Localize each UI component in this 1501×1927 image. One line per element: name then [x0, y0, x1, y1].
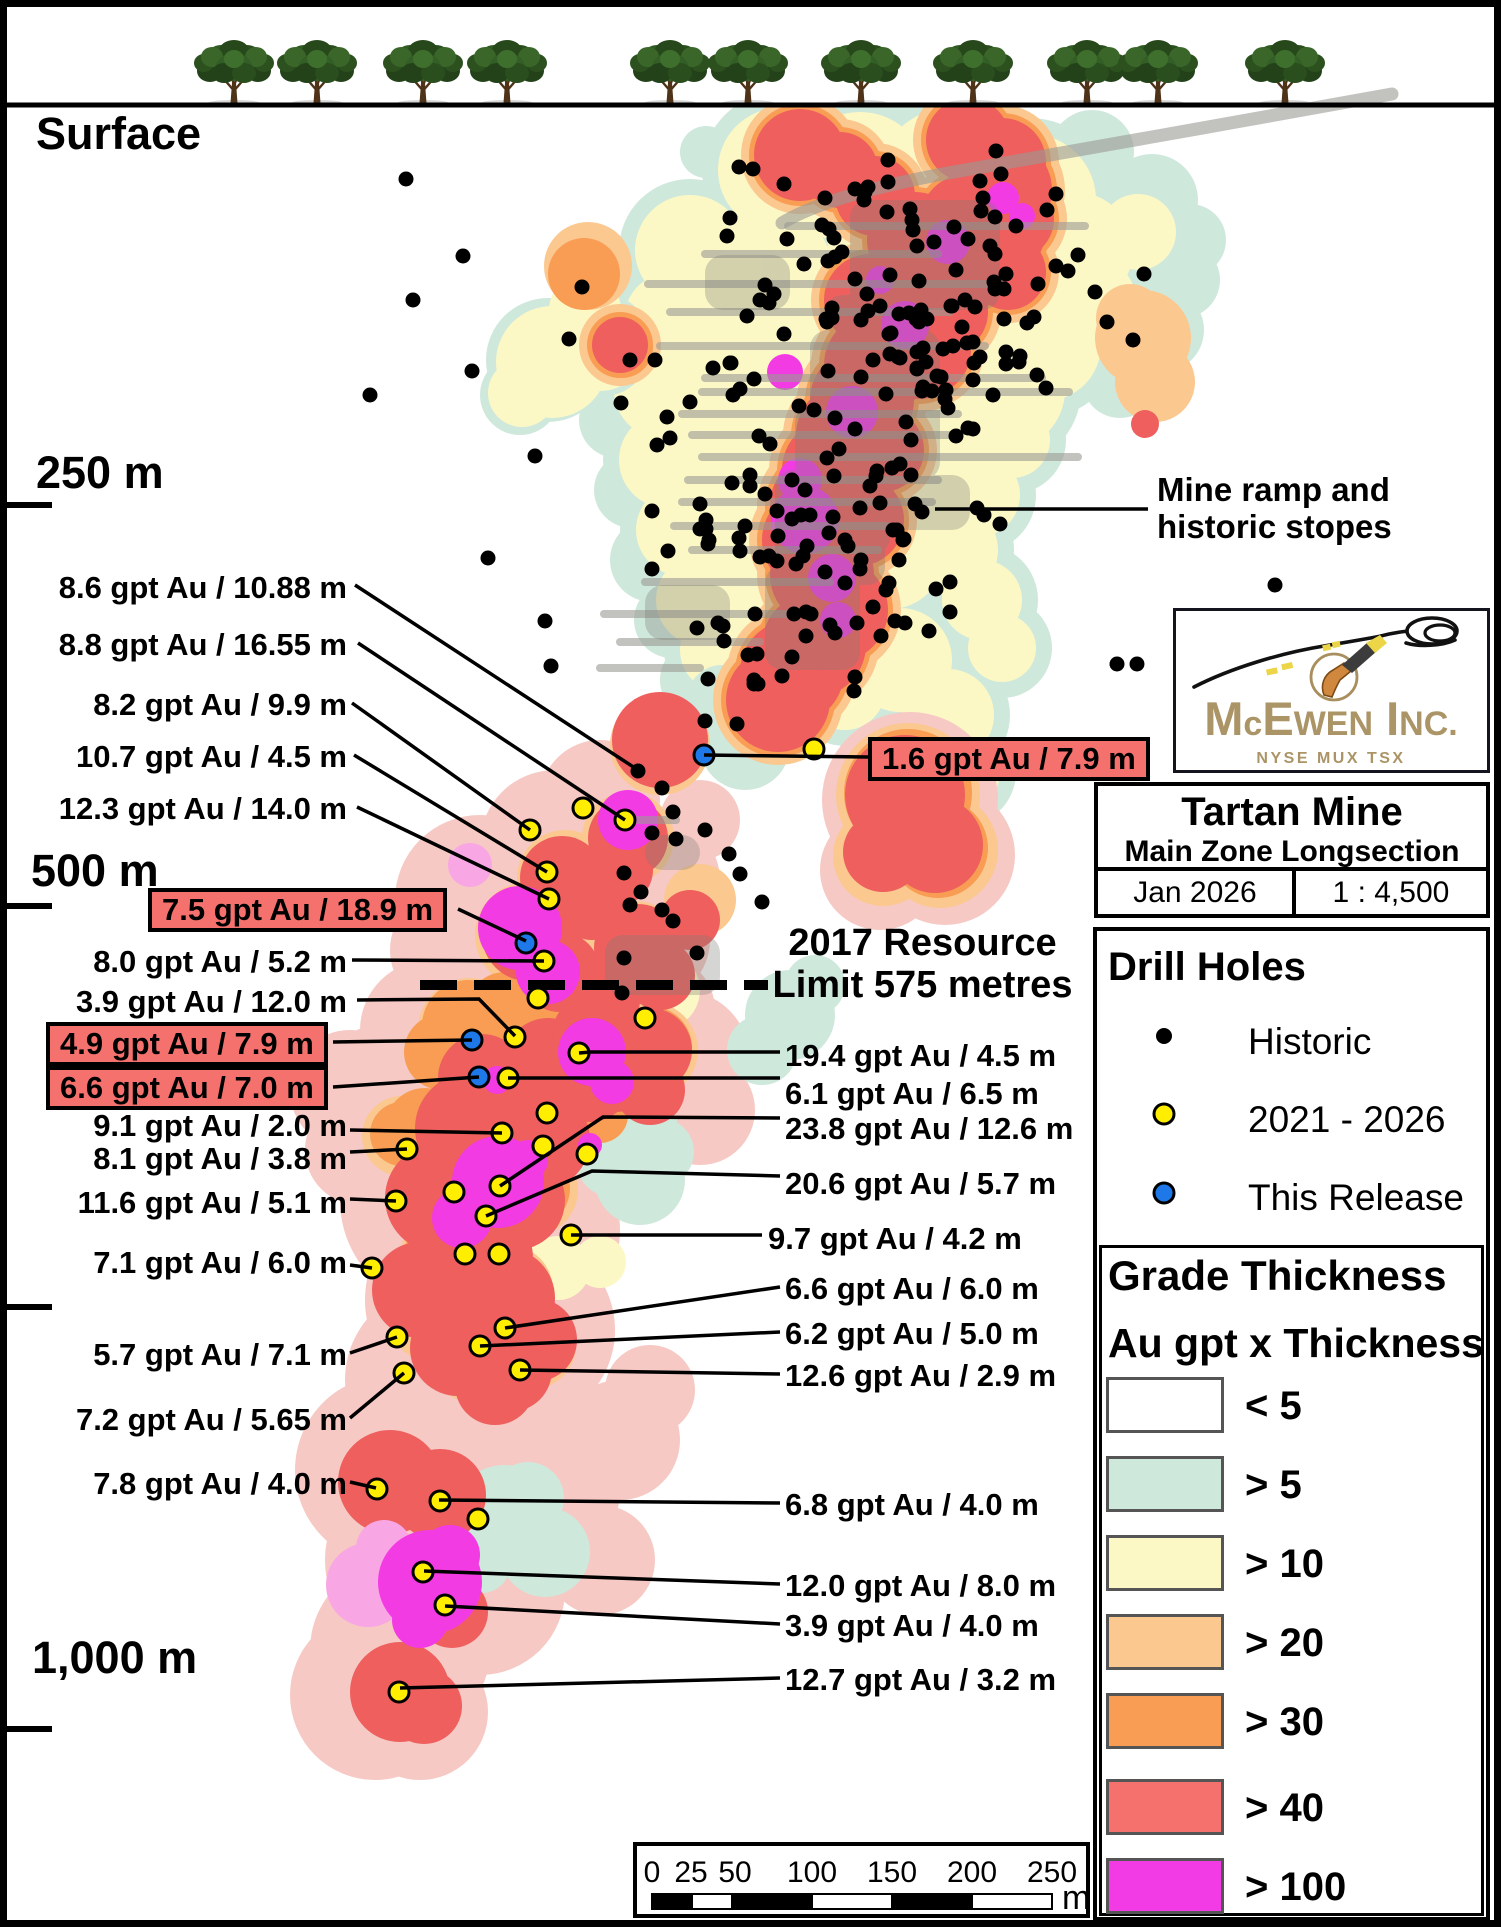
svg-text:50: 50	[718, 1856, 751, 1889]
svg-text:m: m	[1062, 1879, 1086, 1914]
svg-text:150: 150	[867, 1856, 917, 1889]
svg-text:250: 250	[1027, 1856, 1077, 1889]
svg-text:100: 100	[787, 1856, 837, 1889]
svg-text:25: 25	[674, 1856, 707, 1889]
svg-text:200: 200	[947, 1856, 997, 1889]
svg-text:NYSE MUX TSX: NYSE MUX TSX	[1256, 750, 1405, 767]
svg-text:0: 0	[644, 1856, 661, 1889]
